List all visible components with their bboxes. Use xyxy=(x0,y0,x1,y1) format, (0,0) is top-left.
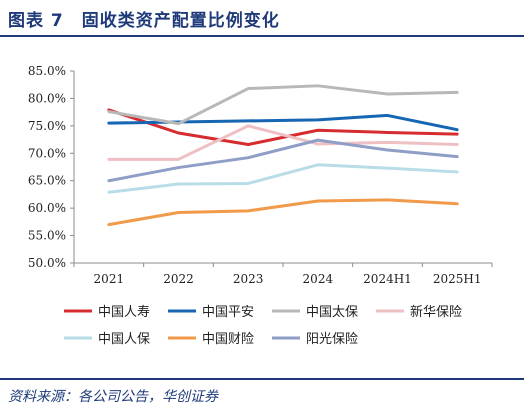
legend-label: 中国财险 xyxy=(202,332,254,347)
y-tick-label: 75.0% xyxy=(28,119,66,133)
series-line xyxy=(107,84,459,126)
series-line xyxy=(107,198,459,227)
chart-series xyxy=(107,84,459,227)
y-tick-label: 50.0% xyxy=(28,256,66,270)
figure-header: 图表 7 固收类资产配置比例变化 xyxy=(0,0,524,36)
source-note: 资料来源：各公司公告，华创证券 xyxy=(8,389,218,405)
x-tick-label: 2023 xyxy=(233,272,264,286)
chart-axes: 50.0% 55.0% 60.0% 65.0% 70.0% 75.0% 80.0% 85.0%… xyxy=(28,64,493,286)
header-divider xyxy=(0,35,524,37)
x-tick-label: 2022 xyxy=(163,272,194,286)
y-tick-label: 70.0% xyxy=(28,146,66,160)
footer-divider xyxy=(0,378,524,380)
legend-label: 中国人寿 xyxy=(98,305,150,320)
figure-title: 图表 7 固收类资产配置比例变化 xyxy=(8,11,280,31)
x-tick-label: 2025H1 xyxy=(433,272,482,286)
series-line xyxy=(107,124,459,161)
y-tick-label: 60.0% xyxy=(28,201,66,215)
x-tick-label: 2024 xyxy=(303,272,334,286)
y-tick-label: 65.0% xyxy=(28,174,66,188)
y-tick-label: 80.0% xyxy=(28,91,66,105)
y-tick-label: 85.0% xyxy=(28,64,66,78)
legend-label: 中国平安 xyxy=(202,305,254,320)
legend-label: 新华保险 xyxy=(410,304,462,320)
x-tick-label: 2021 xyxy=(94,272,125,286)
legend-label: 阳光保险 xyxy=(306,332,358,347)
series-line xyxy=(107,138,459,183)
series-line xyxy=(107,163,459,194)
legend-label: 中国太保 xyxy=(306,305,358,320)
series-line xyxy=(107,108,459,147)
y-tick-label: 55.0% xyxy=(28,229,66,243)
line-chart: 50.0% 55.0% 60.0% 65.0% 70.0% 75.0% 80.0% 85.0%… xyxy=(28,64,493,347)
legend-label: 中国人保 xyxy=(98,332,150,347)
x-tick-label: 2024H1 xyxy=(363,272,412,286)
